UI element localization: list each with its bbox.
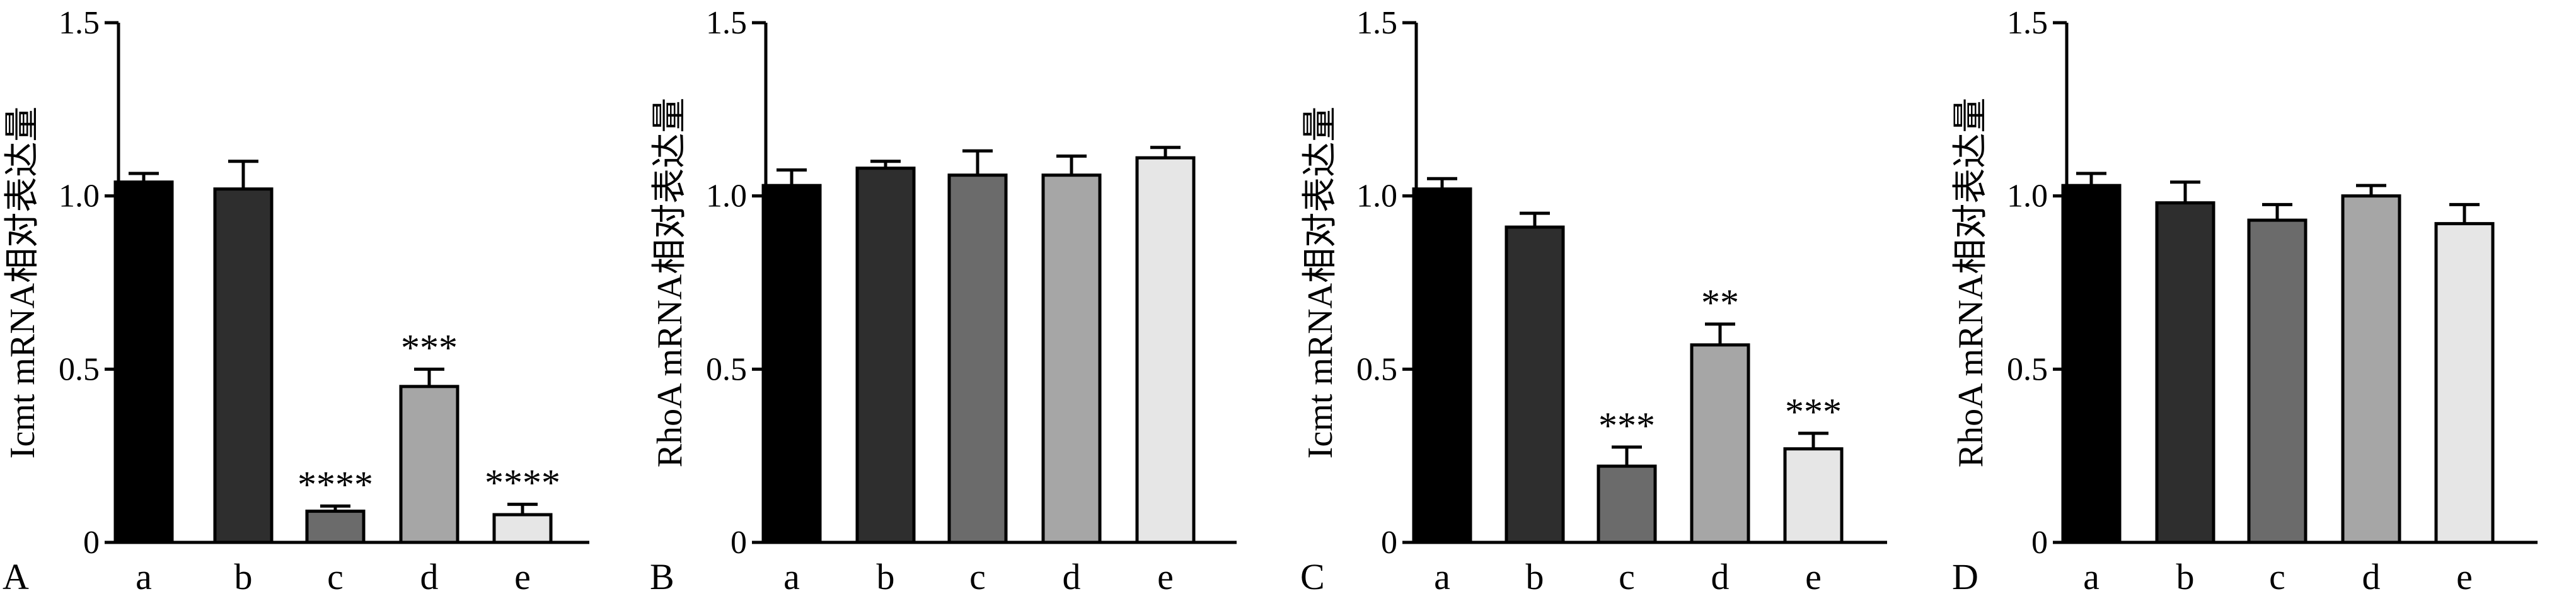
x-tick-label: d: [1711, 556, 1730, 596]
y-tick-label: 1.5: [706, 5, 747, 41]
y-tick-label: 0.5: [1356, 351, 1397, 387]
x-tick-label: e: [1805, 556, 1822, 596]
bar: [305, 510, 366, 544]
x-tick-label: c: [1619, 556, 1635, 596]
bar: [113, 180, 174, 544]
x-tick-label: b: [1526, 556, 1544, 596]
x-tick-label: a: [1434, 556, 1450, 596]
significance-label: ***: [1785, 391, 1842, 433]
y-tick-label: 1.5: [1356, 5, 1397, 41]
significance-label: **: [1701, 282, 1739, 324]
x-tick-label: b: [2176, 556, 2195, 596]
y-tick-label: 0: [1381, 525, 1397, 561]
bar: [1690, 343, 1750, 544]
y-tick-label: 1.5: [59, 5, 100, 41]
panel-b: B 0 0.5 1.0 1.5 RhoA mRNA相对表达量 a b c d e: [650, 5, 1237, 596]
significance-label: ***: [401, 327, 458, 368]
bar: [1783, 447, 1844, 544]
x-tick-label: a: [783, 556, 800, 596]
x-tick-label: d: [420, 556, 439, 596]
y-tick-label: 1.0: [2007, 178, 2048, 214]
panel-c: C 0 0.5 1.0 1.5 Icmt mRNA相对表达量 a b *** c ** d *** e: [1300, 5, 1887, 596]
x-tick-label: d: [2362, 556, 2381, 596]
panel-letter: B: [650, 556, 674, 596]
panel-d: D 0 0.5 1.0 1.5 RhoA mRNA相对表达量 a b c d e: [1951, 5, 2538, 596]
bar: [213, 187, 274, 544]
y-axis-label: Icmt mRNA相对表达量: [1301, 107, 1340, 459]
bar: [947, 173, 1008, 544]
x-tick-label: e: [2456, 556, 2473, 596]
x-tick-label: b: [877, 556, 895, 596]
y-axis-label: Icmt mRNA相对表达量: [3, 107, 42, 459]
y-tick-label: 1.0: [706, 178, 747, 214]
significance-label: ****: [485, 462, 560, 504]
bar: [761, 184, 822, 544]
bar: [1597, 464, 1657, 544]
bar: [2061, 184, 2122, 544]
bar: [492, 513, 553, 544]
bar: [1041, 173, 1102, 544]
x-tick-label: c: [2269, 556, 2285, 596]
x-tick-label: a: [136, 556, 152, 596]
x-tick-label: e: [514, 556, 531, 596]
x-tick-label: b: [234, 556, 253, 596]
bar: [855, 167, 916, 544]
y-tick-label: 0.5: [59, 351, 100, 387]
x-tick-label: a: [2083, 556, 2099, 596]
y-tick-label: 1.0: [59, 178, 100, 214]
y-tick-label: 1.0: [1356, 178, 1397, 214]
bar: [1412, 187, 1472, 544]
y-tick-label: 0.5: [2007, 351, 2048, 387]
bar: [399, 385, 459, 544]
y-axis-label: RhoA mRNA相对表达量: [1951, 98, 1990, 468]
bar: [1135, 156, 1196, 544]
panel-letter: A: [3, 556, 29, 596]
y-tick-label: 0.5: [706, 351, 747, 387]
x-tick-label: c: [969, 556, 986, 596]
x-tick-label: d: [1063, 556, 1081, 596]
x-tick-label: e: [1157, 556, 1174, 596]
panel-letter: D: [1952, 556, 1978, 596]
bar: [2434, 222, 2495, 544]
bar: [2341, 194, 2401, 544]
panel-a: A 0 0.5 1.0 1.5 Icmt mRNA相对表达量 a b **** c *** d ****…: [3, 5, 589, 596]
y-tick-label: 0: [83, 525, 100, 561]
y-tick-label: 0: [731, 525, 747, 561]
panel-letter: C: [1300, 556, 1325, 596]
significance-label: ***: [1598, 405, 1655, 447]
bar: [2247, 218, 2307, 544]
bar: [1505, 225, 1565, 544]
significance-label: ****: [297, 464, 373, 505]
bar: [2155, 201, 2215, 544]
y-axis-label: RhoA mRNA相对表达量: [650, 98, 690, 468]
y-tick-label: 0: [2031, 525, 2048, 561]
x-tick-label: c: [327, 556, 344, 596]
y-tick-label: 1.5: [2007, 5, 2048, 41]
